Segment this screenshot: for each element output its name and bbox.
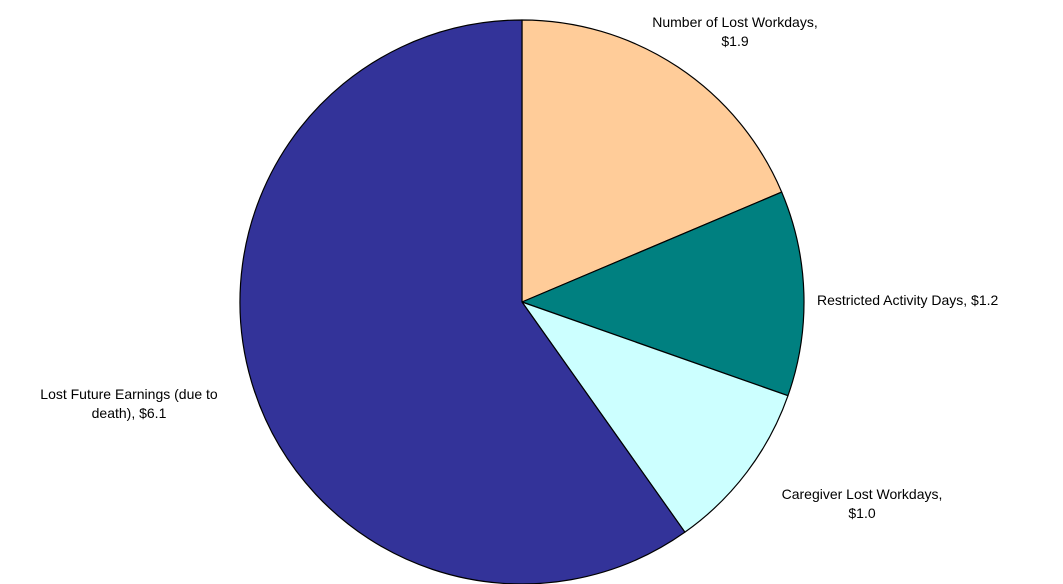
slice-label-restricted-activity-days: Restricted Activity Days, $1.2 (817, 291, 998, 310)
slice-label-restricted-activity-days-line-1: Restricted Activity Days, $1.2 (817, 292, 999, 308)
pie-slice-lost-future-earnings (239, 19, 686, 584)
slice-label-lost-workdays-line-1: Number of Lost Workdays, (652, 14, 818, 30)
slice-label-lost-future-earnings-line-1: Lost Future Earnings (due to (40, 386, 218, 402)
slice-label-lost-workdays-line-2: $1.9 (721, 33, 749, 49)
pie-slice-caregiver-lost-workdays (521, 301, 789, 533)
slice-label-caregiver-lost-workdays-line-2: $1.0 (848, 505, 876, 521)
slice-label-caregiver-lost-workdays-line-1: Caregiver Lost Workdays, (781, 486, 943, 502)
pie-slice-restricted-activity-days (521, 191, 805, 397)
slice-label-lost-workdays: Number of Lost Workdays, $1.9 (620, 13, 850, 51)
pie-slices (239, 19, 805, 584)
slice-label-lost-future-earnings: Lost Future Earnings (due to death), $6.… (0, 385, 258, 423)
slice-label-lost-future-earnings-line-2: death), $6.1 (91, 405, 167, 421)
pie-slice-lost-workdays (521, 19, 783, 303)
slice-label-caregiver-lost-workdays: Caregiver Lost Workdays, $1.0 (747, 485, 977, 523)
